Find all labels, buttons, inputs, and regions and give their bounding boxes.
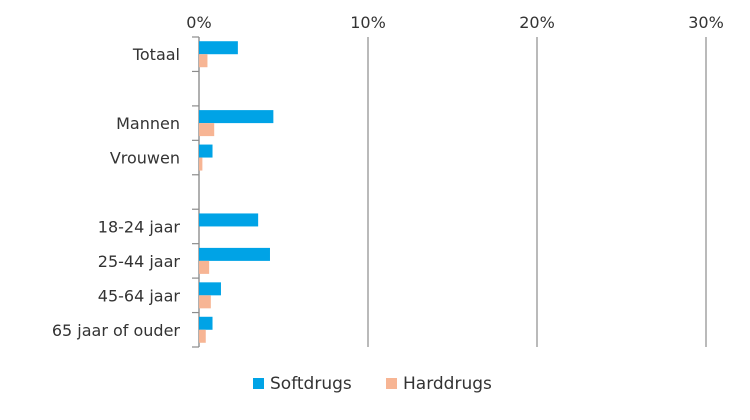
bar-softdrugs [199, 247, 270, 261]
legend-swatch [386, 378, 397, 389]
bars [199, 41, 274, 343]
legend: Softdrugs Harddrugs [253, 374, 492, 394]
bar-harddrugs [199, 260, 210, 274]
legend-swatch [253, 378, 264, 389]
legend-label: Softdrugs [270, 374, 352, 394]
x-tick-label: 20% [519, 13, 555, 32]
category-label: Mannen [116, 114, 180, 133]
x-tick-label: 30% [688, 13, 724, 32]
bar-harddrugs [199, 295, 211, 309]
bar-softdrugs [199, 213, 259, 227]
category-axis: Totaal Mannen Vrouwen 18-24 jaar 25-44 jaar 4… [52, 36, 200, 348]
category-label: Totaal [132, 45, 180, 64]
bar-softdrugs [199, 282, 221, 296]
bar-harddrugs [199, 157, 203, 171]
x-tick-label: 0% [186, 13, 211, 32]
category-label: 18-24 jaar [98, 217, 181, 236]
category-label: Vrouwen [110, 149, 180, 168]
bar-harddrugs [199, 123, 215, 137]
category-label: 65 jaar of ouder [52, 321, 181, 340]
gridlines [198, 37, 707, 347]
bar-softdrugs [199, 110, 274, 124]
category-label: 25-44 jaar [98, 252, 181, 271]
x-axis-ticks: 0% 10% 20% 30% [186, 13, 723, 32]
legend-label: Harddrugs [403, 374, 492, 394]
bar-harddrugs [199, 329, 206, 343]
bar-harddrugs [199, 54, 208, 68]
bar-softdrugs [199, 41, 238, 55]
category-label: 45-64 jaar [98, 286, 181, 305]
bar-softdrugs [199, 144, 213, 158]
x-tick-label: 10% [350, 13, 386, 32]
bar-softdrugs [199, 316, 213, 330]
